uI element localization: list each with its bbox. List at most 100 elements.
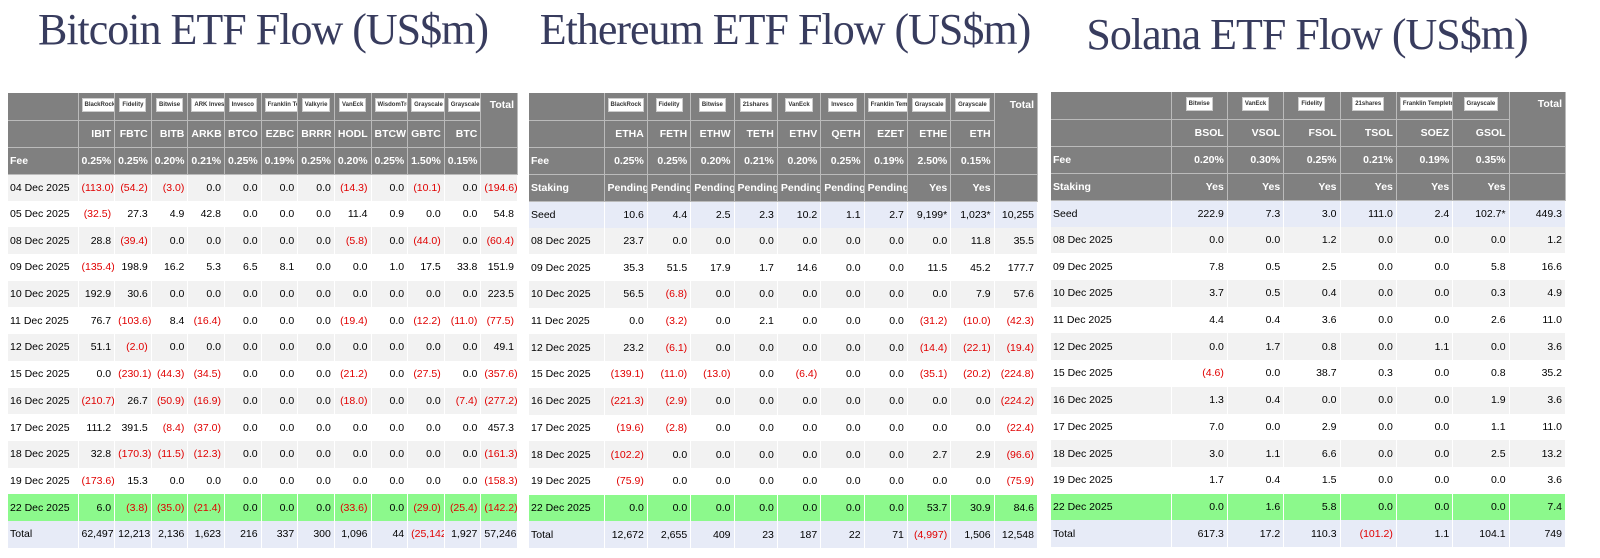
flow-value: 0.0 xyxy=(1340,253,1397,281)
flow-value: 30.6 xyxy=(114,280,152,308)
flow-value: 0.0 xyxy=(407,334,445,361)
flow-value: 1.7 xyxy=(734,254,778,282)
flow-value: (101.2) xyxy=(1340,520,1397,547)
row-total: 4.9 xyxy=(1509,280,1567,307)
issuer-logo: 21shares xyxy=(1352,96,1385,111)
flow-row: 22 Dec 2025 0.0 1.6 5.8 0.0 0.0 0.0 7.4 xyxy=(1051,493,1567,521)
row-total: (96.6) xyxy=(994,441,1039,468)
flow-value: 0.0 xyxy=(371,334,409,361)
logo-cell: 21shares xyxy=(1340,92,1397,120)
flow-value: 6.6 xyxy=(1283,440,1341,467)
logo-cell: Grayscale xyxy=(1452,92,1510,120)
flow-value: 0.0 xyxy=(224,387,262,415)
issuer-logo: ARK Invest xyxy=(191,97,224,112)
ticker: ETH xyxy=(950,120,995,148)
logo-cell: Franklin Templeton xyxy=(864,93,908,121)
ticker: QETH xyxy=(820,120,865,148)
flow-value: 0.0 xyxy=(224,307,262,335)
logo-cell: ARK Invest xyxy=(187,93,225,121)
issuer-logo: Franklin Templeton xyxy=(867,97,907,112)
staking: Yes xyxy=(1283,173,1341,201)
flow-value: 0.0 xyxy=(1396,280,1454,307)
flow-value: 0.0 xyxy=(1396,386,1454,414)
flow-value: 0.4 xyxy=(1227,386,1285,414)
row-total: 749 xyxy=(1509,520,1567,547)
flow-value: 0.0 xyxy=(371,494,409,521)
flow-value: 111.0 xyxy=(1340,200,1397,227)
flow-value: 0.0 xyxy=(690,441,735,468)
flow-value: 0.0 xyxy=(261,334,299,361)
flow-value: 0.0 xyxy=(187,227,225,255)
corner-cell xyxy=(529,93,605,121)
flow-row: 15 Dec 2025 (139.1) (11.0) (13.0) 0.0 (6.4) 0.… xyxy=(529,361,1039,388)
issuer-logo: Grayscale xyxy=(911,97,947,112)
staking: Yes xyxy=(1340,173,1397,201)
flow-value: 7.8 xyxy=(1171,253,1228,281)
logo-cell: WisdomTree xyxy=(371,93,409,121)
flow-value: 0.0 xyxy=(907,414,952,442)
ticker-row: BSOL VSOL FSOL TSOL SOEZ GSOL xyxy=(1051,119,1566,147)
row-label: 09 Dec 2025 xyxy=(8,254,79,281)
flow-value: (2.8) xyxy=(647,414,692,442)
flow-value: 0.0 xyxy=(864,307,908,335)
flow-value: 1.1 xyxy=(820,201,865,228)
flow-value: 0.3 xyxy=(1340,360,1397,387)
flow-value: 0.5 xyxy=(1227,253,1285,281)
flow-value: (25.4) xyxy=(444,494,482,521)
table-title: Ethereum ETF Flow (US$m) xyxy=(539,5,1032,54)
staking: Yes xyxy=(950,174,995,202)
flow-value: 0.0 xyxy=(187,467,225,495)
empty-cell xyxy=(994,174,1039,202)
fee: 0.19% xyxy=(261,147,299,175)
flow-value: 0.0 xyxy=(777,334,822,362)
flow-row: 11 Dec 2025 4.4 0.4 3.6 0.0 0.0 2.6 11.0 xyxy=(1051,306,1567,334)
flow-value: (75.9) xyxy=(604,467,648,495)
flow-value: 0.0 xyxy=(1340,413,1397,441)
flow-value: (12.3) xyxy=(187,440,225,468)
flow-value: 0.0 xyxy=(864,387,908,415)
flow-value: (103.6) xyxy=(114,307,152,335)
flow-value: 0.0 xyxy=(777,387,822,415)
flow-value: 0.0 xyxy=(297,387,335,415)
flow-value: 0.0 xyxy=(78,360,116,388)
flow-value: 0.3 xyxy=(1452,280,1510,307)
flow-value: (31.2) xyxy=(907,307,952,335)
flow-row: 16 Dec 2025 1.3 0.4 0.0 0.0 0.0 1.9 3.6 xyxy=(1051,386,1567,414)
flow-value: (210.7) xyxy=(78,387,116,415)
flow-row: 09 Dec 2025 (135.4) 198.9 16.2 5.3 6.5 8.1 0.0 0… xyxy=(8,254,518,281)
ticker: TSOL xyxy=(1340,119,1397,147)
flow-value: 0.0 xyxy=(734,227,778,255)
row-total: 12,548 xyxy=(994,521,1039,548)
flow-value: 0.0 xyxy=(1396,440,1454,467)
flow-value: 222.9 xyxy=(1171,200,1228,227)
flow-value: 1.1 xyxy=(1227,440,1285,467)
flow-row: 19 Dec 2025 (75.9) 0.0 0.0 0.0 0.0 0.0 0.0 0.0 0.… xyxy=(529,467,1039,495)
flow-value: 0.0 xyxy=(907,387,952,415)
flow-value: (21.2) xyxy=(334,360,372,388)
logo-cell: VanEck xyxy=(334,93,372,121)
flow-value: 0.0 xyxy=(1452,466,1510,494)
flow-value: 0.0 xyxy=(407,200,445,228)
flow-row: 11 Dec 2025 0.0 (3.2) 0.0 2.1 0.0 0.0 0.0 (31.2)… xyxy=(529,307,1039,335)
row-label: 15 Dec 2025 xyxy=(529,361,605,388)
flow-row: 05 Dec 2025 (32.5) 27.3 4.9 42.8 0.0 0.0 0.0 11.… xyxy=(8,200,518,228)
flow-value: 0.0 xyxy=(864,254,908,282)
total-row: Total 62,497 12,213 2,136 1,623 216 337 300 1,09… xyxy=(8,520,518,548)
row-label: Seed xyxy=(1051,200,1172,227)
logo-cell: Fidelity xyxy=(1283,92,1341,120)
logo-cell: Franklin Templeton xyxy=(261,93,299,121)
flow-value: 0.0 xyxy=(820,254,865,282)
ticker-row: IBIT FBTC BITB ARKB BTCO EZBC BRRR HODL BTCW GBTC… xyxy=(8,120,518,148)
row-label: 19 Dec 2025 xyxy=(529,467,605,495)
flow-value: 0.0 xyxy=(224,360,262,388)
staking: Pending xyxy=(647,174,692,202)
issuer-logo: VanEck xyxy=(785,97,813,112)
row-label: 15 Dec 2025 xyxy=(8,360,79,388)
row-label: 16 Dec 2025 xyxy=(8,387,79,415)
flow-row: 08 Dec 2025 23.7 0.0 0.0 0.0 0.0 0.0 0.0 0.0 11.8… xyxy=(529,227,1039,255)
flow-value: (5.8) xyxy=(334,227,372,255)
flow-value: 1.9 xyxy=(1452,386,1510,414)
flow-value: 0.0 xyxy=(1340,493,1397,521)
flow-value: 1.5 xyxy=(1283,466,1341,494)
